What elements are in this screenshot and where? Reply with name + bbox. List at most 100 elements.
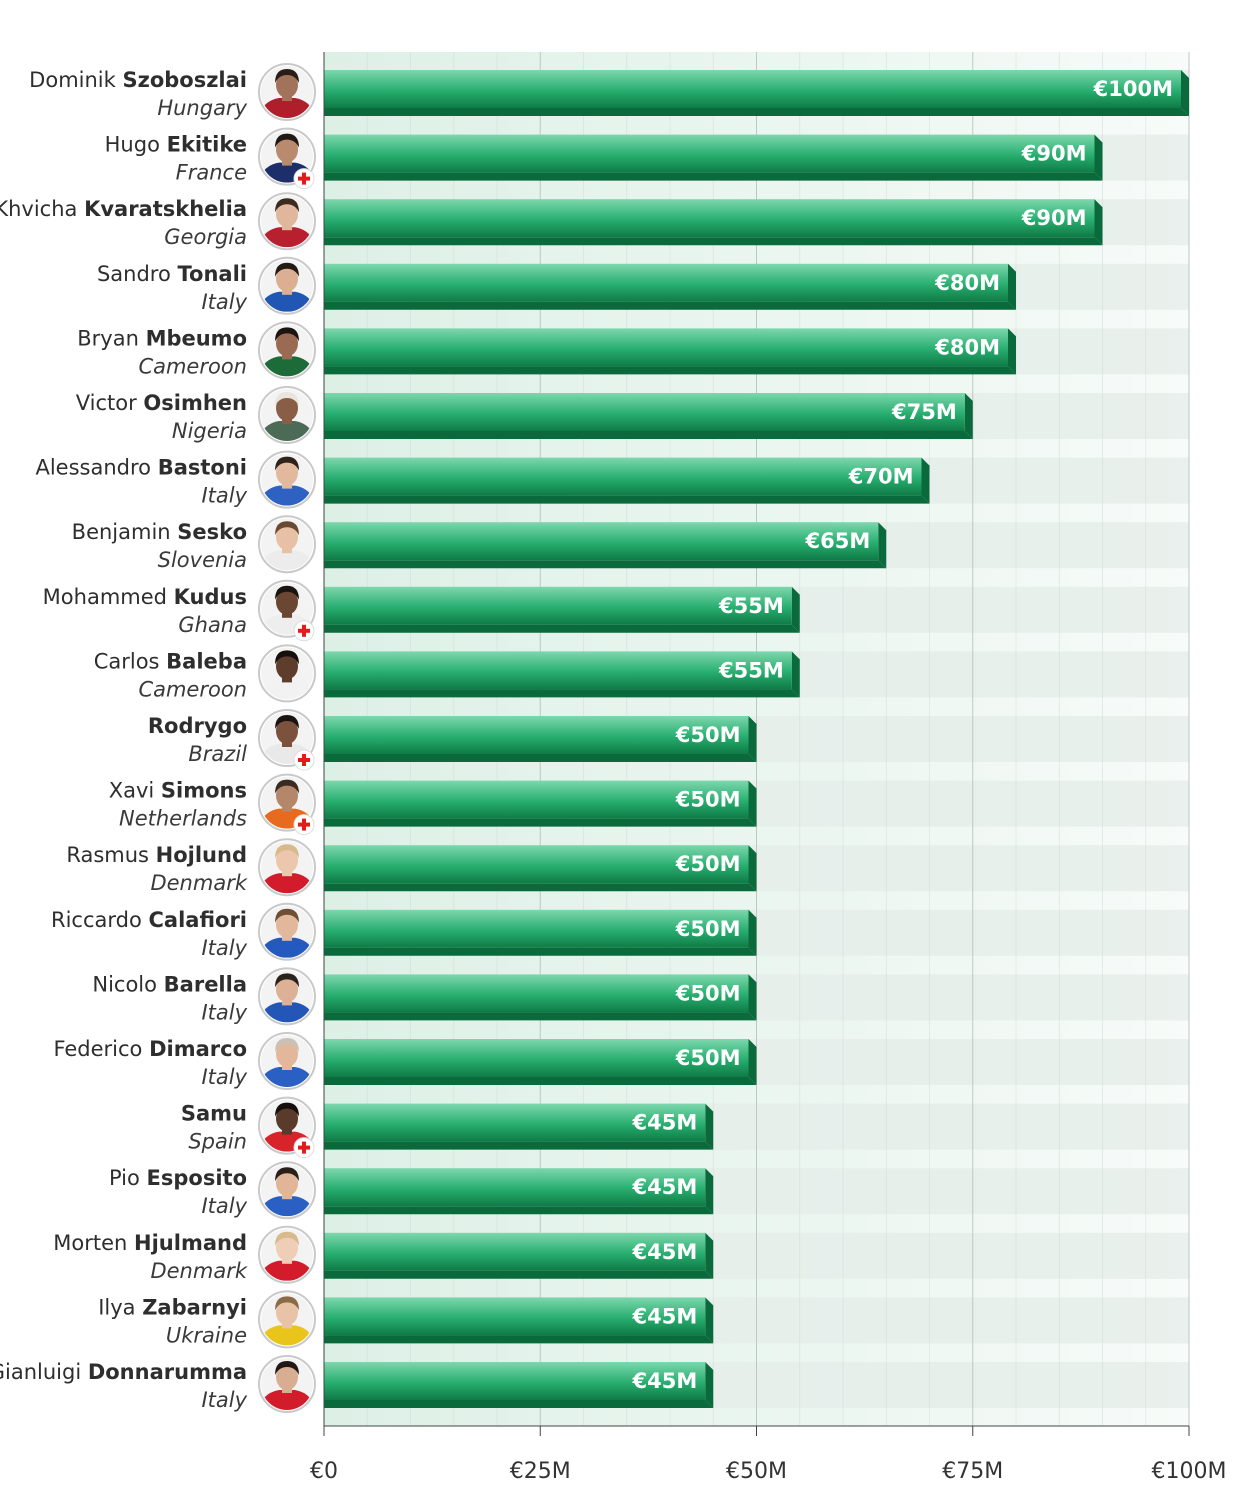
avatar-shirt xyxy=(261,356,313,377)
avatar-face xyxy=(276,1041,298,1067)
player-first-name: Dominik xyxy=(29,68,122,92)
bar-side xyxy=(748,1039,757,1085)
bar-row: €55M xyxy=(324,651,800,698)
bar xyxy=(324,457,922,496)
player-first-name: Mohammed xyxy=(43,585,174,609)
player-country: Italy xyxy=(201,936,247,960)
bar-value-label: €75M xyxy=(891,400,957,424)
avatar-hair xyxy=(275,779,299,794)
bar-side xyxy=(791,651,800,698)
bar-bottom xyxy=(324,237,1103,246)
avatar-shirt xyxy=(261,679,313,700)
avatar-shirt xyxy=(261,1067,313,1087)
avatar-hair xyxy=(275,262,299,277)
bar-row: €75M xyxy=(324,393,973,439)
bar-side xyxy=(791,586,800,633)
player-name: Bryan Mbeumo xyxy=(77,326,247,350)
player-avatar xyxy=(258,63,316,121)
avatar-shirt xyxy=(261,1390,313,1410)
bar-bottom xyxy=(324,1335,714,1344)
x-tick-label: €100M xyxy=(1152,1459,1227,1484)
player-first-name: Sandro xyxy=(97,262,178,286)
bar-row: €45M xyxy=(324,1103,714,1150)
bar-side xyxy=(748,716,757,762)
x-axis: €0 €25M €50M €75M €100M xyxy=(310,52,1226,1484)
injury-badge-icon xyxy=(293,814,315,836)
avatar-photo xyxy=(261,841,313,894)
bar xyxy=(324,393,965,431)
bar-value-label: €70M xyxy=(848,465,914,489)
bar xyxy=(324,1168,706,1207)
bar-bottom xyxy=(324,1141,714,1150)
injury-cross-v xyxy=(302,754,306,766)
bar-bottom xyxy=(324,883,757,892)
player-name: Samu xyxy=(181,1102,247,1126)
bar-side xyxy=(705,1362,714,1408)
bar xyxy=(324,70,1181,108)
avatar-face xyxy=(276,782,298,809)
player-avatar xyxy=(258,967,316,1026)
avatar-shirt xyxy=(261,1196,313,1217)
bar-bottom xyxy=(324,624,800,633)
avatar-shirt xyxy=(261,98,313,118)
player-first-name: Alessandro xyxy=(35,456,157,480)
player-labels: Dominik Szoboszlai Hungary Hugo Ekitike Fra… xyxy=(0,63,316,1413)
player-avatar xyxy=(258,579,316,638)
bar-bottom xyxy=(324,689,800,698)
x-tick-label: €50M xyxy=(726,1459,787,1484)
bar-side xyxy=(748,845,757,892)
avatar-photo xyxy=(261,1228,313,1281)
bar-row: €50M xyxy=(324,716,757,762)
bar-value-label: €55M xyxy=(718,658,784,682)
avatar-hair xyxy=(275,1361,299,1375)
injury-cross-v xyxy=(302,1141,306,1154)
player-label: Bryan Mbeumo Cameroon xyxy=(77,326,247,378)
injury-badge-icon xyxy=(293,749,315,771)
player-avatar xyxy=(258,838,316,897)
player-name: Victor Osimhen xyxy=(76,391,247,415)
bar-side xyxy=(1094,199,1103,246)
bar-value-label: €50M xyxy=(675,852,741,876)
bar-side xyxy=(748,974,757,1021)
bar xyxy=(324,780,749,819)
avatar-face xyxy=(276,847,298,874)
player-last-name: Barella xyxy=(164,972,247,996)
bar-value-label: €45M xyxy=(632,1369,698,1393)
player-last-name: Sesko xyxy=(177,520,247,544)
bar xyxy=(324,134,1095,173)
bar-bottom xyxy=(324,431,973,439)
avatar-photo xyxy=(261,905,313,958)
bar-row: €65M xyxy=(324,522,887,569)
bar xyxy=(324,199,1095,238)
avatar-hair xyxy=(275,392,299,406)
avatar-shirt xyxy=(261,421,313,441)
player-country: Spain xyxy=(188,1130,247,1154)
player-country: Denmark xyxy=(150,1259,247,1283)
player-name: Dominik Szoboszlai xyxy=(29,68,247,92)
bar-row: €45M xyxy=(324,1168,714,1215)
avatar-face xyxy=(276,911,298,938)
player-last-name: Rodrygo xyxy=(148,714,247,738)
bar-row: €80M xyxy=(324,328,1016,375)
player-first-name: Ilya xyxy=(98,1295,142,1319)
bar-bottom xyxy=(324,1400,714,1408)
avatar-face xyxy=(276,395,298,421)
player-first-name: Carlos xyxy=(94,649,166,673)
player-label: Riccardo Calafiori Italy xyxy=(51,908,248,960)
avatar-hair xyxy=(275,585,299,600)
injury-cross-v xyxy=(302,818,306,831)
player-avatar xyxy=(258,644,316,703)
bar-bottom xyxy=(324,1206,714,1215)
avatar-photo xyxy=(261,453,313,506)
bar-row: €90M xyxy=(324,134,1103,181)
avatar-face xyxy=(276,653,298,680)
avatar-photo xyxy=(261,1164,313,1217)
player-avatar xyxy=(258,1161,316,1220)
avatar-photo xyxy=(261,1293,313,1346)
player-label: Rasmus Hojlund Denmark xyxy=(66,843,247,895)
avatar-hair xyxy=(275,327,299,342)
player-label: Khvicha Kvaratskhelia Georgia xyxy=(0,197,247,249)
player-first-name: Bryan xyxy=(77,326,145,350)
player-first-name: Rasmus xyxy=(66,843,155,867)
player-last-name: Donnarumma xyxy=(88,1360,247,1384)
